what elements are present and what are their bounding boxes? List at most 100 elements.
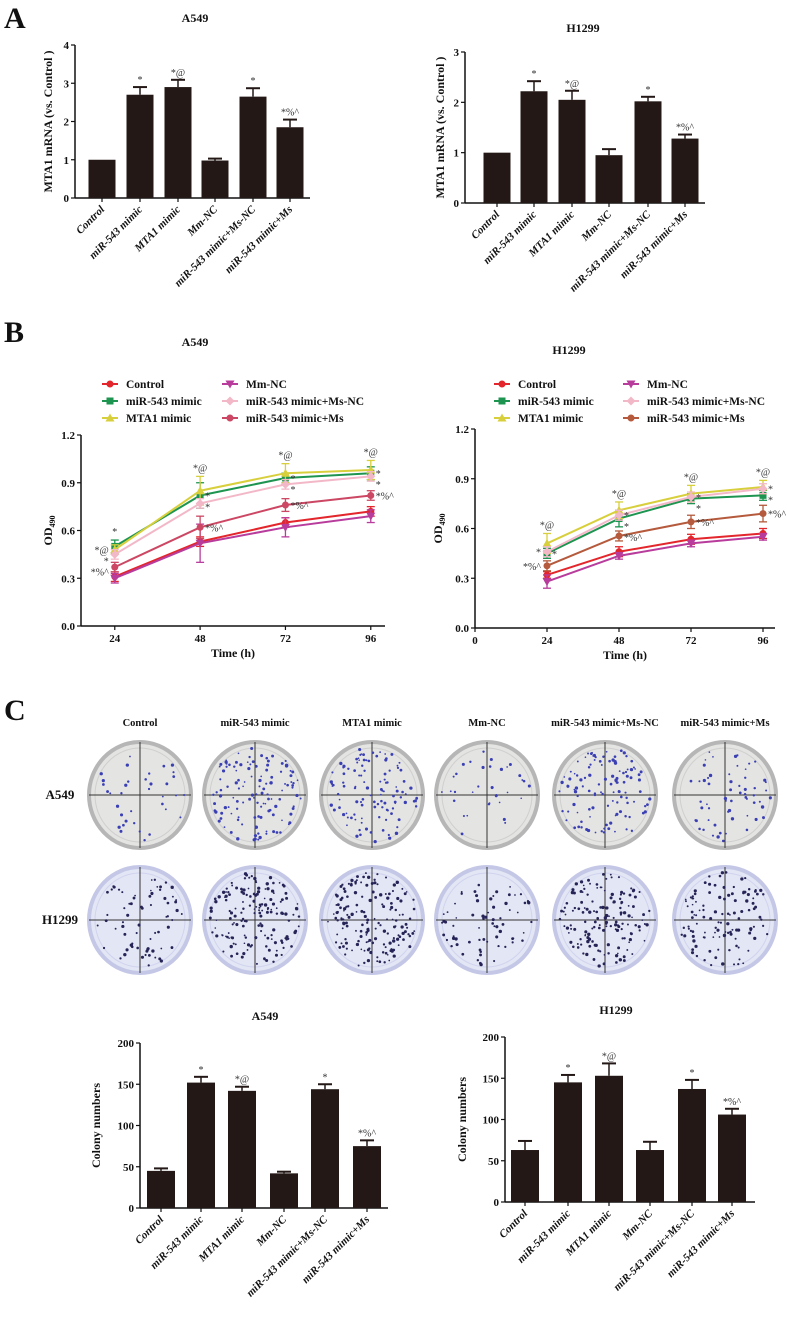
colony-dot: [598, 965, 601, 968]
colony-dot: [242, 952, 246, 956]
colony-dot: [266, 887, 270, 891]
colony-dot: [378, 893, 383, 897]
bar-1: [520, 91, 548, 203]
colony-dot: [290, 945, 293, 948]
bar-3: [270, 1173, 298, 1208]
colony-dot: [605, 925, 608, 928]
colony-dot: [630, 759, 634, 763]
colony-dot: [603, 777, 607, 781]
colony-dot: [593, 910, 596, 913]
colony-dot: [615, 928, 620, 933]
legend-label: miR-543 mimic+Ms-NC: [246, 396, 364, 408]
colony-dot: [392, 937, 395, 940]
colony-dot: [127, 780, 130, 783]
y-tick-label: 0: [64, 193, 70, 205]
colony-dot: [519, 893, 523, 896]
colony-dot: [395, 786, 398, 788]
colony-dot: [258, 835, 262, 840]
colony-dot: [254, 764, 258, 768]
colony-dot: [371, 890, 375, 894]
colony-dot: [722, 885, 726, 889]
colony-dot: [148, 772, 151, 775]
colony-dot: [625, 774, 629, 778]
colony-dot: [601, 792, 604, 796]
colony-dot: [565, 819, 568, 822]
significance-label: *: [552, 549, 557, 560]
colony-dot: [745, 828, 749, 832]
colony-dot: [402, 938, 405, 941]
colony-dot: [588, 773, 592, 777]
significance-label: *: [532, 69, 537, 80]
colony-dot: [616, 781, 619, 784]
colony-dot: [332, 913, 335, 915]
culture-plate: [87, 740, 193, 850]
colony-dot: [623, 937, 626, 940]
colony-dot: [258, 903, 262, 907]
data-point: [281, 501, 289, 509]
colony-dot: [373, 840, 377, 844]
colony-dot: [707, 782, 711, 786]
colony-dot: [621, 937, 624, 940]
colony-dot: [358, 759, 360, 761]
colony-dot: [693, 889, 697, 893]
colony-dot: [209, 909, 213, 913]
colony-dot: [266, 906, 270, 910]
bar-1: [554, 1082, 582, 1202]
legend-label: miR-543 mimic: [126, 396, 202, 408]
colony-dot: [520, 797, 523, 800]
colony-dot: [735, 928, 739, 932]
bar-0: [483, 152, 511, 203]
colony-dot: [622, 780, 626, 784]
x-tick-label: 48: [614, 635, 626, 647]
colony-dot: [121, 924, 125, 929]
colony-dot: [482, 938, 486, 941]
colony-dot: [255, 905, 258, 908]
colony-dot: [690, 916, 694, 919]
colony-dot: [251, 760, 255, 764]
colony-dot: [628, 815, 631, 819]
colony-dot: [106, 790, 109, 793]
colony-dot: [616, 801, 619, 804]
colony-dot: [278, 881, 281, 884]
colony-dot: [573, 772, 576, 775]
colony-dot: [600, 764, 603, 766]
colony-dot: [508, 909, 511, 911]
colony-dot: [641, 919, 644, 921]
colony-dot: [234, 760, 238, 764]
significance-label: *: [104, 557, 109, 568]
colony-dot: [151, 949, 155, 953]
colony-dot: [403, 930, 407, 934]
colony-dot: [583, 887, 586, 891]
colony-dot: [455, 772, 458, 776]
colony-dot: [367, 875, 371, 879]
colony-dot: [365, 883, 369, 887]
colony-dot: [407, 933, 410, 936]
colony-dot: [610, 892, 614, 897]
colony-dot: [353, 786, 357, 790]
colony-dot: [452, 799, 456, 803]
colony-dot: [591, 940, 594, 943]
colony-dot: [143, 838, 146, 842]
significance-label: *%^: [358, 1128, 376, 1139]
colony-dot: [441, 921, 444, 924]
colony-dot: [366, 948, 370, 952]
colony-dot: [708, 949, 712, 953]
colony-dot: [638, 790, 642, 794]
series-line: [114, 515, 371, 580]
colony-dot: [478, 927, 480, 929]
colony-dot: [404, 922, 408, 926]
colony-dot: [237, 787, 241, 790]
colony-dot: [444, 920, 448, 924]
colony-dot: [265, 882, 269, 886]
x-tick-label: 24: [542, 635, 554, 647]
colony-dot: [369, 950, 373, 955]
chart-4: A549 Colony numbers 0 50 100 150 200 Control miR…: [89, 1009, 388, 1299]
colony-dot: [357, 939, 360, 943]
significance-label: *%^: [523, 562, 541, 573]
colony-dot: [482, 917, 485, 920]
colony-dot: [266, 759, 270, 763]
colony-dot: [617, 952, 619, 955]
culture-plate: [672, 865, 778, 975]
significance-label: *: [768, 485, 773, 496]
colony-dot: [227, 891, 230, 894]
